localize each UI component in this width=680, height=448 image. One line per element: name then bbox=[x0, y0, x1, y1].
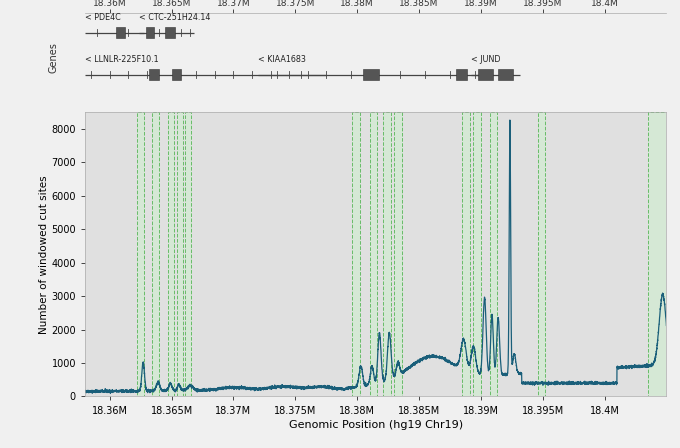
Bar bbox=[185, 112, 191, 396]
Bar bbox=[137, 112, 144, 396]
Bar bbox=[478, 69, 493, 80]
Bar bbox=[648, 112, 666, 396]
Bar bbox=[394, 112, 402, 396]
Bar bbox=[150, 69, 159, 80]
Text: < PDE4C: < PDE4C bbox=[85, 13, 121, 22]
Bar bbox=[146, 27, 154, 39]
Text: < KIAA1683: < KIAA1683 bbox=[258, 55, 306, 64]
Y-axis label: Number of windowed cut sites: Number of windowed cut sites bbox=[39, 175, 48, 334]
Bar bbox=[462, 112, 470, 396]
Bar bbox=[383, 112, 390, 396]
Bar bbox=[490, 112, 497, 396]
Bar bbox=[168, 112, 174, 396]
X-axis label: Genomic Position (hg19 Chr19): Genomic Position (hg19 Chr19) bbox=[288, 420, 463, 430]
Text: Genes: Genes bbox=[48, 42, 58, 73]
Bar bbox=[116, 27, 124, 39]
Bar bbox=[165, 27, 175, 39]
Bar bbox=[456, 69, 467, 80]
Bar bbox=[177, 112, 183, 396]
Text: < CTC-251H24.14: < CTC-251H24.14 bbox=[139, 13, 211, 22]
Bar bbox=[538, 112, 545, 396]
Bar bbox=[473, 112, 481, 396]
Bar bbox=[369, 112, 377, 396]
Bar bbox=[363, 69, 379, 80]
Bar bbox=[171, 69, 182, 80]
Text: < JUND: < JUND bbox=[471, 55, 500, 64]
Bar bbox=[352, 112, 360, 396]
Bar bbox=[152, 112, 159, 396]
Bar bbox=[498, 69, 513, 80]
Text: < LLNLR-225F10.1: < LLNLR-225F10.1 bbox=[85, 55, 158, 64]
